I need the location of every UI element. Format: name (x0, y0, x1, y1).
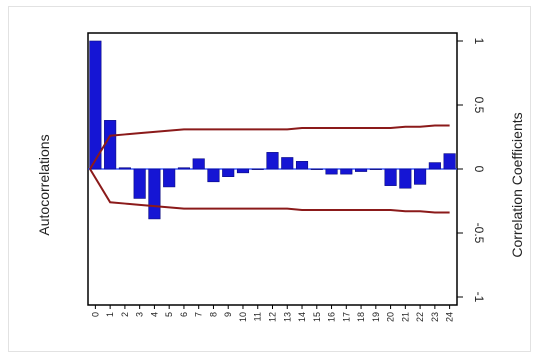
bar-lag-10 (236, 168, 250, 174)
x-tick-label: 9 (223, 312, 233, 317)
secondary-y-axis-title: Correlation Coefficients (509, 112, 525, 257)
x-tick-label: 16 (327, 312, 337, 322)
bar-lag-11 (251, 168, 264, 170)
x-tick-label: 24 (445, 312, 455, 322)
bar-lag-9 (222, 168, 235, 177)
x-tick-label: 2 (120, 312, 130, 317)
x-tick-label: 17 (341, 312, 351, 322)
bar-lag-3 (133, 168, 146, 199)
bar-lag-22 (414, 168, 427, 185)
bar-lag-13 (281, 157, 294, 170)
x-tick-label: 23 (430, 312, 440, 322)
bar-lag-6 (177, 167, 190, 170)
x-tick-label: 21 (400, 312, 410, 322)
x-tick-label: 0 (90, 312, 100, 317)
y-tick-label: -0.5 (472, 223, 486, 244)
bar-lag-0 (89, 40, 102, 170)
x-tick-label: 5 (164, 312, 174, 317)
x-tick-label: 22 (415, 312, 425, 322)
bar-lag-5 (163, 168, 176, 188)
bar-lag-20 (384, 168, 397, 186)
upper-confidence-band (89, 124, 450, 170)
bar-lag-21 (399, 168, 412, 189)
x-tick-label: 3 (135, 312, 145, 317)
bar-lag-2 (118, 167, 131, 170)
bar-lag-8 (207, 168, 220, 183)
bar-lag-23 (428, 162, 441, 170)
lower-confidence-band (89, 168, 450, 214)
y-tick-label: -1 (472, 292, 486, 303)
x-tick-label: 1 (105, 312, 115, 317)
x-tick-label: 15 (312, 312, 322, 322)
y-tick-label: 1 (472, 38, 486, 45)
x-tick-label: 6 (179, 312, 189, 317)
x-tick-label: 4 (149, 312, 159, 317)
bar-lag-17 (340, 168, 353, 175)
x-tick-label: 12 (268, 312, 278, 322)
y-tick-label: 0.5 (472, 97, 486, 114)
bar-lag-7 (192, 158, 205, 170)
x-tick-label: 20 (386, 312, 396, 322)
bar-lag-18 (355, 168, 368, 172)
bar-lag-15 (310, 168, 323, 170)
bar-lag-4 (148, 168, 161, 220)
x-tick-label: 10 (238, 312, 248, 322)
x-tick-label: 11 (253, 312, 263, 321)
x-tick-label: 13 (282, 312, 292, 322)
bar-lag-24 (443, 153, 456, 170)
bar-lag-1 (104, 120, 117, 170)
bar-lag-12 (266, 152, 279, 170)
x-tick-label: 18 (356, 312, 366, 322)
x-tick-label: 8 (208, 312, 218, 317)
bar-lag-19 (369, 168, 382, 170)
x-tick-label: 19 (371, 312, 381, 322)
bar-lag-16 (325, 168, 338, 175)
y-axis-title: Autocorrelations (36, 134, 52, 235)
x-tick-label: 7 (194, 312, 204, 317)
x-tick-label: 14 (297, 312, 307, 322)
bar-lag-14 (295, 161, 309, 170)
y-tick-label: 0 (472, 166, 486, 173)
